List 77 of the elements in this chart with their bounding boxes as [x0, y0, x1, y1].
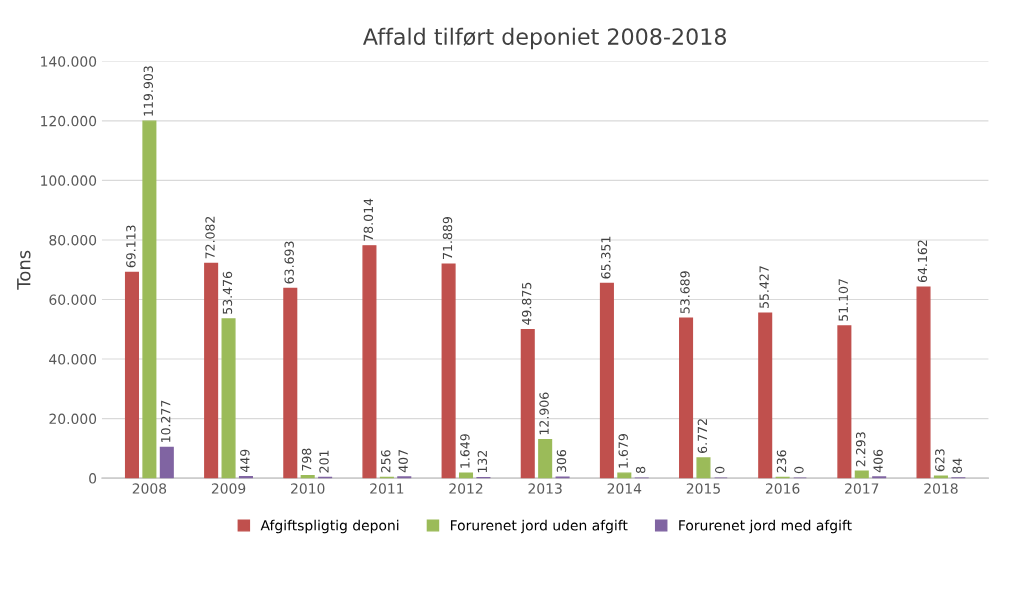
data-label: 1.679 [618, 434, 628, 468]
data-label: 449 [240, 449, 250, 473]
bar [441, 263, 456, 479]
data-label: 623 [935, 449, 945, 472]
data-label: 2.293 [855, 432, 866, 467]
x-tick-label: 2013 [528, 483, 562, 494]
data-label: 236 [776, 450, 787, 473]
legend-label: Forurenet jord med afgift [679, 519, 852, 534]
x-tick-label: 2012 [449, 483, 483, 494]
x-tick-label: 2017 [845, 483, 879, 494]
x-tick-label: 2010 [291, 483, 325, 494]
data-label: 12.906 [539, 392, 549, 435]
data-label: 306 [556, 449, 567, 473]
bar [696, 457, 711, 479]
bar [854, 470, 869, 479]
x-tick-label: 2015 [686, 483, 720, 494]
bar [124, 271, 140, 479]
data-label: 0 [794, 466, 804, 474]
data-label: 65.351 [601, 236, 611, 279]
data-label: 84 [952, 458, 962, 473]
legend-label: Forurenet jord uden afgift [450, 519, 628, 534]
y-tick-label: 40.000 [49, 354, 97, 365]
bar [204, 262, 219, 479]
y-tick-label: 60.000 [49, 294, 97, 305]
data-label: 69.113 [126, 225, 136, 268]
bar [538, 439, 553, 479]
data-label: 406 [873, 449, 883, 473]
y-tick-label: 20.000 [49, 413, 97, 425]
bar [758, 312, 773, 479]
data-label: 407 [398, 449, 408, 473]
x-tick-label: 2011 [370, 483, 404, 494]
data-label: 64.162 [917, 240, 928, 283]
x-tick-label: 2008 [132, 483, 167, 494]
data-label: 256 [381, 450, 391, 473]
chart-title: Affald tilført deponiet 2008-2018 [362, 27, 726, 50]
bar [283, 287, 298, 479]
bar [159, 446, 174, 479]
data-label: 63.693 [284, 241, 294, 284]
data-label: 798 [301, 448, 312, 471]
bar [458, 472, 474, 479]
y-tick-label: 0 [89, 473, 97, 484]
data-label: 1.649 [460, 434, 470, 468]
data-label: 0 [715, 466, 725, 474]
legend-label: Afgiftspligtig deponi [260, 519, 399, 534]
data-label: 51.107 [838, 279, 848, 321]
data-label: 10.277 [160, 400, 171, 442]
x-tick-label: 2018 [924, 483, 958, 494]
data-label: 119.903 [143, 66, 154, 116]
data-label: 49.875 [521, 282, 532, 325]
data-label: 6.772 [697, 419, 708, 453]
y-tick-label: 120.000 [41, 115, 97, 127]
data-label: 8 [635, 466, 646, 474]
bar [679, 317, 694, 479]
bar [916, 286, 931, 479]
bar [837, 325, 852, 479]
data-label: 201 [319, 450, 329, 473]
data-label: 53.476 [222, 271, 233, 314]
bar [142, 120, 157, 479]
data-label: 78.014 [363, 198, 374, 241]
data-label: 132 [477, 450, 488, 473]
bar [520, 328, 535, 479]
y-tick-label: 140.000 [41, 56, 97, 67]
bar [362, 245, 377, 479]
data-label: 55.427 [759, 266, 769, 308]
y-tick-label: 100.000 [41, 175, 97, 186]
bar [617, 472, 632, 479]
y-axis-title: Tons [17, 250, 31, 290]
y-tick-label: 80.000 [49, 234, 97, 246]
data-label: 72.082 [205, 216, 215, 259]
data-label: 53.689 [680, 271, 690, 314]
x-tick-label: 2009 [211, 483, 246, 494]
x-tick-label: 2014 [607, 483, 642, 494]
bar [599, 282, 614, 479]
x-tick-label: 2016 [765, 483, 800, 494]
bar [221, 318, 236, 479]
bar [300, 475, 315, 479]
data-label: 71.889 [442, 217, 453, 259]
